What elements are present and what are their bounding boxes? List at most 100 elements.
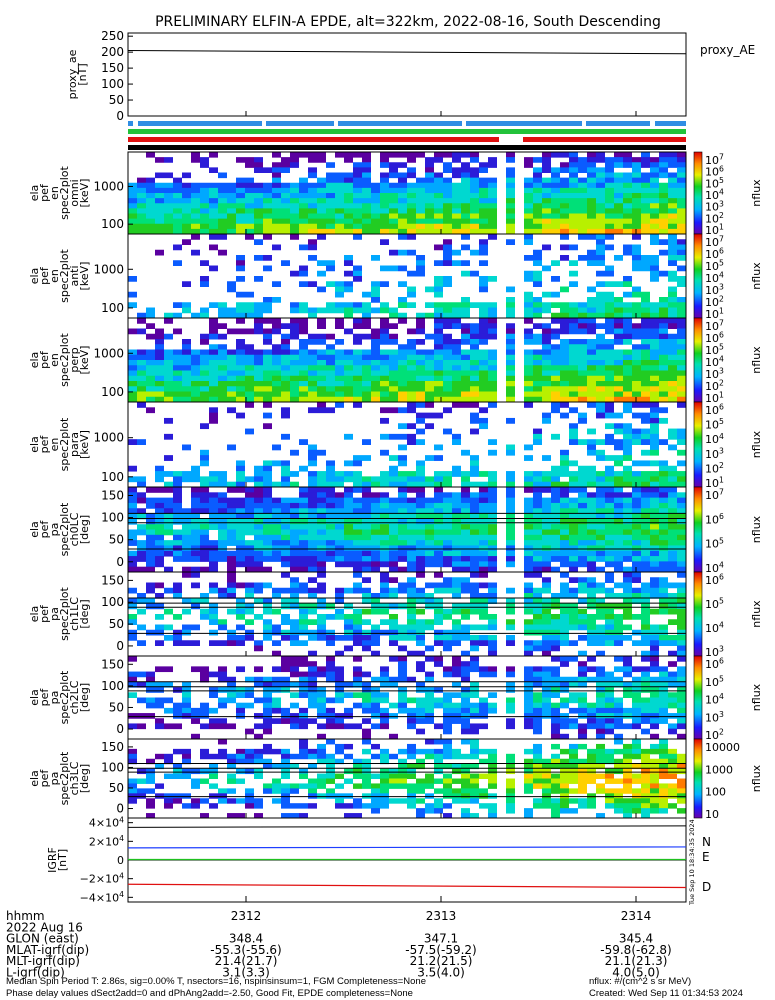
spectrogram-cell bbox=[254, 167, 263, 173]
spectrogram-cell bbox=[407, 582, 416, 589]
spectrogram-cell bbox=[362, 218, 371, 225]
spectrogram-cell bbox=[677, 640, 686, 646]
spectrogram-cell bbox=[542, 455, 551, 461]
spectrogram-cell bbox=[569, 743, 578, 750]
spectrogram-cell bbox=[452, 529, 461, 536]
spectrogram-cell bbox=[452, 370, 461, 377]
spectrogram-cell bbox=[371, 650, 380, 657]
spectrogram-cell bbox=[461, 561, 470, 568]
spectrogram-cell bbox=[200, 702, 209, 709]
spectrogram-cell bbox=[191, 360, 200, 366]
spectrogram-cell bbox=[605, 455, 614, 461]
spectrogram-cell bbox=[578, 778, 587, 784]
spectrogram-cell bbox=[461, 508, 470, 515]
spectrogram-cell bbox=[155, 783, 164, 789]
spectrogram-cell bbox=[578, 758, 587, 765]
spectrogram-cell bbox=[380, 629, 389, 636]
spectrogram-cell bbox=[155, 157, 164, 163]
spectrogram-cell bbox=[488, 758, 497, 765]
spectrogram-cell bbox=[569, 323, 578, 329]
spectrogram-cell bbox=[128, 502, 137, 509]
spectrogram-cell bbox=[677, 172, 686, 179]
spectrogram-cell bbox=[506, 778, 515, 784]
spectrogram-cell bbox=[479, 307, 488, 314]
spectrogram-cell bbox=[596, 550, 605, 557]
spectrogram-cell bbox=[551, 645, 560, 652]
spectrogram-cell bbox=[605, 768, 614, 775]
spectrogram-cell bbox=[605, 375, 614, 382]
spectrogram-cell bbox=[605, 198, 614, 204]
spectrogram-cell bbox=[479, 471, 488, 477]
spectrogram-cell bbox=[596, 323, 605, 329]
spectrogram-cell bbox=[569, 545, 578, 552]
spectrogram-cell bbox=[677, 702, 686, 709]
spectrogram-cell bbox=[191, 218, 200, 225]
spectrogram-cell bbox=[290, 497, 299, 504]
spectrogram-cell bbox=[614, 733, 623, 740]
spectrogram-cell bbox=[416, 476, 425, 483]
spectrogram-cell bbox=[164, 773, 173, 779]
spectrogram-cell bbox=[272, 223, 281, 230]
spectrogram-cell bbox=[137, 624, 146, 631]
spectrogram-cell bbox=[596, 671, 605, 678]
spectrogram-cell bbox=[524, 291, 533, 298]
spectrogram-cell bbox=[551, 223, 560, 230]
spectrogram-cell bbox=[560, 502, 569, 509]
spectrogram-cell bbox=[290, 561, 299, 568]
spectrogram-cell bbox=[470, 783, 479, 789]
spectrogram-cell bbox=[173, 360, 182, 366]
spectrogram-cell bbox=[677, 318, 686, 324]
spectrogram-ytick-label: 100 bbox=[101, 385, 124, 399]
spectrogram-cell bbox=[605, 702, 614, 709]
spectrogram-cell bbox=[650, 582, 659, 589]
spectrogram-cell bbox=[659, 608, 668, 615]
spectrogram-cell bbox=[398, 187, 407, 194]
spectrogram-cell bbox=[245, 218, 254, 225]
spectrogram-cell bbox=[533, 198, 542, 204]
spectrogram-cell bbox=[416, 629, 425, 636]
spectrogram-cell bbox=[335, 481, 344, 488]
spectrogram-cell bbox=[191, 508, 200, 515]
colorbar bbox=[693, 486, 703, 573]
spectrogram-cell bbox=[416, 492, 425, 499]
spectrogram-cell bbox=[164, 508, 173, 515]
spectrogram-cell bbox=[335, 281, 344, 287]
spectrogram-cell bbox=[344, 614, 353, 620]
spectrogram-cell bbox=[434, 656, 443, 662]
spectrogram-cell bbox=[533, 640, 542, 646]
spectrogram-cell bbox=[389, 354, 398, 361]
spectrogram-cell bbox=[380, 328, 389, 335]
spectrogram-cell bbox=[146, 354, 155, 361]
spectrogram-cell bbox=[299, 396, 308, 403]
spectrogram-cell bbox=[299, 218, 308, 225]
spectrogram-cell bbox=[353, 640, 362, 646]
spectrogram-cell bbox=[659, 344, 668, 350]
spectrogram-cell bbox=[299, 307, 308, 314]
spectrogram-cell bbox=[677, 339, 686, 345]
spectrogram-cell bbox=[209, 407, 218, 414]
spectrogram-cell bbox=[569, 587, 578, 594]
spectrogram-cell bbox=[578, 518, 587, 525]
spectrogram-cell bbox=[335, 598, 344, 604]
spectrogram-cell bbox=[632, 223, 641, 230]
spectrogram-cell bbox=[245, 360, 254, 366]
spectrogram-cell bbox=[659, 375, 668, 382]
spectrogram-cell bbox=[488, 234, 497, 240]
spectrogram-cell bbox=[578, 692, 587, 698]
spectrogram-cell bbox=[128, 208, 137, 214]
spectrogram-cell bbox=[524, 203, 533, 209]
spectrogram-cell bbox=[200, 545, 209, 552]
spectrogram-cell bbox=[272, 152, 281, 158]
spectrogram-cell bbox=[560, 783, 569, 789]
spectrogram-cell bbox=[146, 561, 155, 568]
spectrogram-cell bbox=[380, 307, 389, 314]
spectrogram-cell bbox=[650, 187, 659, 194]
colorbar-tick-label: 102 bbox=[705, 295, 724, 309]
spectrogram-cell bbox=[488, 640, 497, 646]
spectrogram-cell bbox=[371, 743, 380, 750]
spectrogram-cell bbox=[668, 381, 677, 387]
spectrogram-cell bbox=[632, 492, 641, 499]
y-label-line: ch1LC bbox=[68, 597, 81, 631]
spectrogram-cell bbox=[605, 518, 614, 525]
spectrogram-cell bbox=[452, 713, 461, 719]
